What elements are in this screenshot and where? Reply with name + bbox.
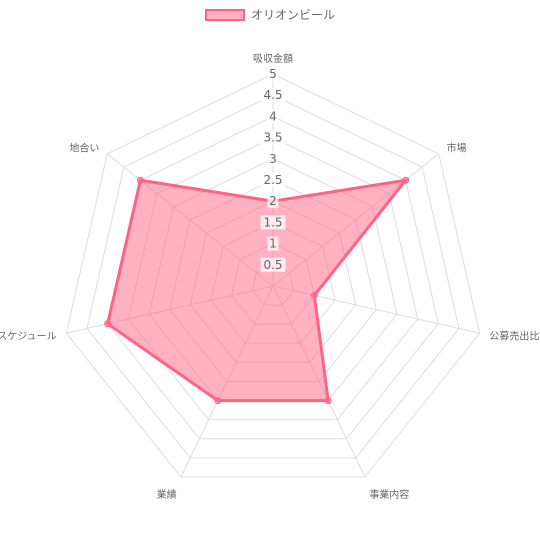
axis-label-1: 吸収金額	[253, 52, 293, 65]
data-point-6	[104, 320, 112, 328]
grid-ring-9	[86, 94, 460, 459]
tick-backdrop-4	[267, 194, 279, 209]
tick-label-6: 3	[269, 152, 277, 166]
grid-ring-10	[65, 73, 481, 478]
legend-swatch	[204, 8, 245, 21]
data-point-5	[214, 397, 222, 405]
tick-backdrop-3	[260, 215, 286, 230]
data-point-2	[402, 176, 410, 184]
tick-backdrop-7	[260, 130, 286, 145]
legend-label: オリオンビール	[250, 8, 335, 22]
tick-label-3: 1.5	[263, 215, 282, 229]
tick-label-7: 3.5	[263, 131, 282, 145]
tick-backdrop-2	[267, 236, 279, 251]
axis-label-7: 地合い	[69, 142, 99, 155]
tick-label-1: 0.5	[263, 258, 282, 272]
data-area-1	[105, 178, 410, 403]
tick-label-8: 4	[269, 109, 277, 123]
tick-label-5: 2.5	[263, 173, 282, 187]
axis-label-6: スケジュール	[0, 330, 57, 342]
data-point-4	[324, 397, 332, 405]
tick-backdrop-9	[260, 88, 286, 103]
tick-label-10: 5	[269, 67, 277, 81]
axis-label-4: 事業内容	[369, 488, 409, 501]
tick-backdrop-5	[260, 173, 286, 187]
tick-backdrop-6	[267, 151, 279, 166]
tick-backdrop-8	[267, 109, 279, 124]
tick-label-2: 1	[269, 237, 277, 251]
data-point-3	[310, 291, 318, 299]
tick-backdrop-1	[260, 257, 286, 272]
data-point-7	[136, 176, 144, 184]
tick-backdrop-10	[267, 67, 279, 81]
tick-label-9: 4.5	[263, 88, 282, 102]
axis-label-2: 市場	[447, 142, 467, 155]
axis-label-5: 業績	[157, 488, 177, 501]
axis-label-3: 公募売出比	[489, 329, 539, 342]
legend[interactable]: オリオンビール	[0, 6, 540, 23]
tick-label-4: 2	[269, 194, 277, 208]
